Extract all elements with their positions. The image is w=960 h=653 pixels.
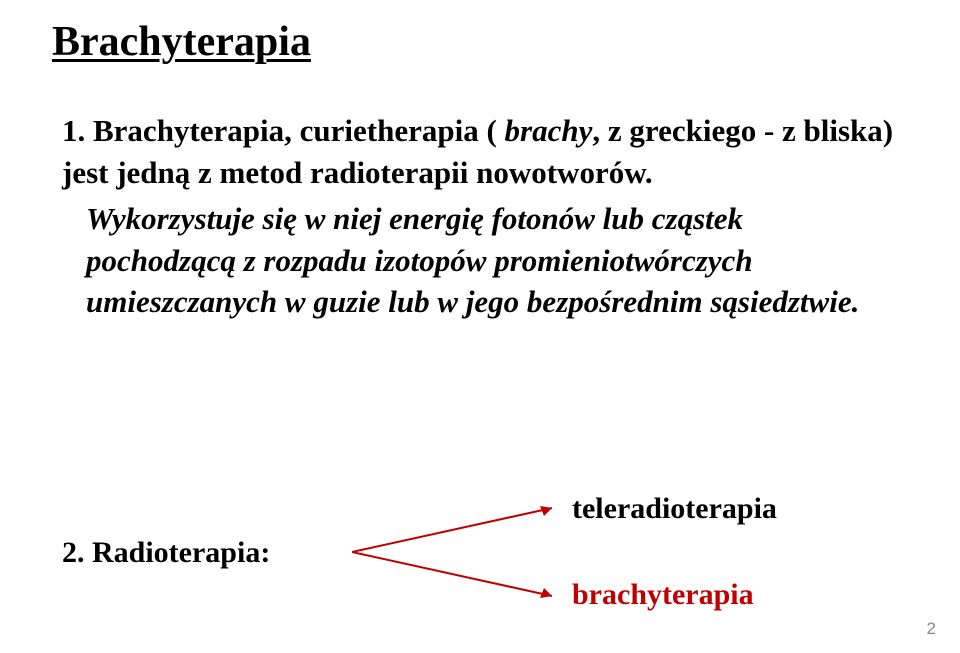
branch-arrow-icon [352, 504, 572, 604]
slide: Brachyterapia 1. Brachyterapia, curiethe… [0, 0, 960, 653]
para1-text-a: 1. Brachyterapia, curietherapia ( [62, 113, 505, 148]
teleradiotherapy-term: teleradioterapia [572, 492, 777, 526]
brachytherapy-term: brachyterapia [572, 578, 754, 612]
para1-italic-term: brachy [505, 113, 593, 148]
description-paragraph: Wykorzystuje się w niej energię fotonów … [86, 198, 908, 324]
slide-title: Brachyterapia [52, 18, 908, 66]
radiotherapy-label: 2. Radioterapia: [62, 536, 270, 570]
definition-paragraph: 1. Brachyterapia, curietherapia ( brachy… [62, 110, 908, 194]
page-number: 2 [927, 619, 936, 639]
